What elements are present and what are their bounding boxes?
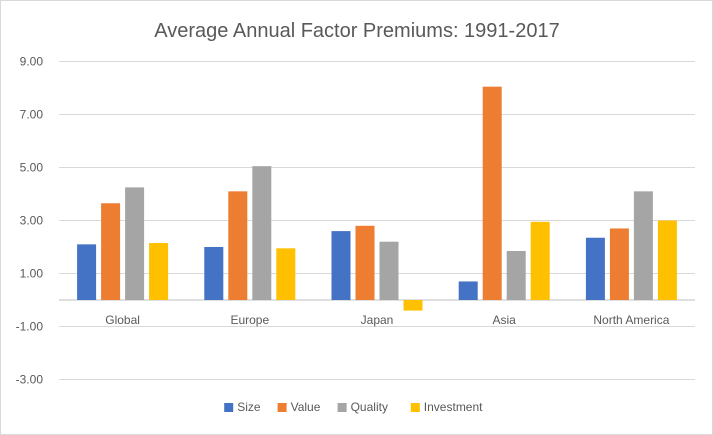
bars — [77, 86, 677, 311]
bar-value-asia — [482, 86, 502, 300]
legend-label-investment: Investment — [424, 400, 483, 414]
y-tick-label: 5.00 — [20, 161, 44, 175]
bar-quality-asia — [506, 250, 526, 300]
bar-value-europe — [228, 191, 248, 300]
category-label: Asia — [493, 313, 517, 327]
chart-title: Average Annual Factor Premiums: 1991-201… — [154, 20, 559, 42]
bar-quality-north-america — [633, 191, 653, 300]
bar-investment-japan — [403, 300, 423, 311]
bar-quality-europe — [252, 166, 272, 300]
legend-label-value: Value — [291, 400, 321, 414]
y-tick-label: -1.00 — [16, 320, 44, 334]
legend-swatch-quality — [337, 403, 347, 412]
bar-investment-north-america — [657, 220, 677, 300]
legend: Size Value Quality Investment — [224, 400, 483, 414]
category-label: Global — [105, 313, 140, 327]
bar-quality-global — [125, 187, 145, 300]
y-tick-label: 9.00 — [20, 55, 44, 69]
legend-swatch-investment — [410, 403, 420, 412]
bar-investment-europe — [276, 248, 296, 300]
bar-size-japan — [331, 231, 351, 300]
bar-value-north-america — [609, 228, 629, 300]
bar-quality-japan — [379, 241, 399, 300]
bar-size-north-america — [585, 237, 605, 300]
y-tick-label: 3.00 — [20, 214, 44, 228]
legend-label-quality: Quality — [351, 400, 388, 414]
category-label: Europe — [230, 313, 269, 327]
bar-investment-global — [149, 243, 169, 300]
bar-size-global — [77, 244, 97, 300]
legend-swatch-value — [277, 403, 287, 412]
category-labels: Global Europe Japan Asia North America — [105, 313, 669, 327]
category-label: North America — [593, 313, 669, 327]
legend-swatch-size — [224, 403, 234, 412]
bar-size-asia — [458, 281, 478, 300]
bar-value-global — [101, 203, 121, 300]
category-label: Japan — [361, 313, 394, 327]
gridlines — [59, 61, 695, 380]
y-tick-label: 1.00 — [20, 267, 44, 281]
legend-label-size: Size — [237, 400, 261, 414]
y-axis-tick-labels: 9.00 7.00 5.00 3.00 1.00 -1.00 -3.00 — [16, 55, 44, 387]
bar-size-europe — [204, 247, 224, 300]
bar-value-japan — [355, 225, 375, 300]
y-tick-label: 7.00 — [20, 108, 44, 122]
y-tick-label: -3.00 — [16, 373, 44, 387]
bar-investment-asia — [530, 221, 550, 300]
